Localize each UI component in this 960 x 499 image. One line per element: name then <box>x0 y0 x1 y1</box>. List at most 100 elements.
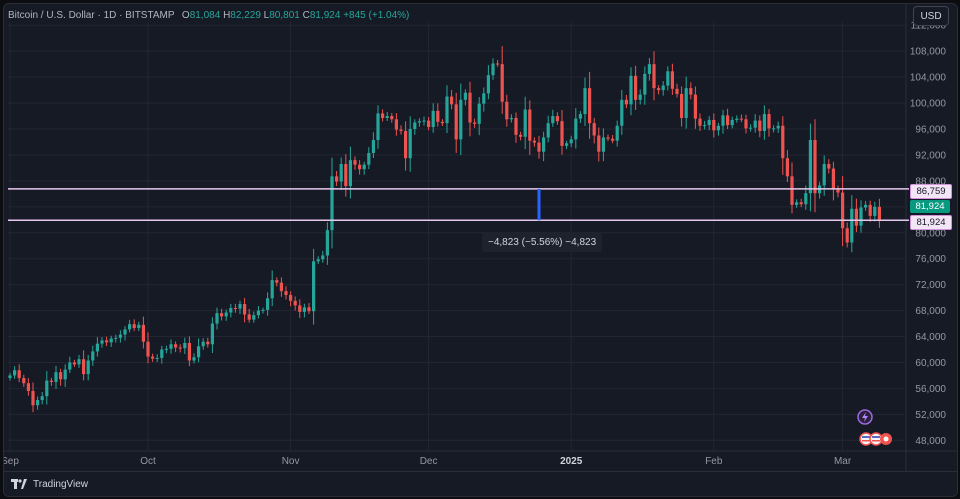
candle-body <box>555 116 559 122</box>
candle-body <box>551 116 555 124</box>
candle-body <box>822 164 826 186</box>
candle-body <box>114 337 118 339</box>
candle-body <box>390 116 394 120</box>
change-value: +845 (+1.04%) <box>343 10 410 21</box>
candle-body <box>459 99 463 140</box>
candle-body <box>247 314 251 320</box>
y-tick-label: 80,000 <box>915 228 946 239</box>
y-tick-label: 96,000 <box>915 125 946 136</box>
currency-button[interactable]: USD <box>913 6 949 26</box>
candle-body <box>151 356 155 359</box>
candle-body <box>597 135 601 152</box>
candle-body <box>473 122 477 124</box>
candle-body <box>358 164 362 170</box>
close-label: C <box>302 10 310 21</box>
candle-body <box>325 230 329 256</box>
event-icons[interactable] <box>856 408 896 455</box>
candle-body <box>243 304 247 315</box>
symbol-legend: Bitcoin / U.S. Dollar · 1D · BITSTAMP O 8… <box>8 10 409 21</box>
candle-body <box>624 99 628 105</box>
candle-body <box>491 63 495 76</box>
candle-body <box>721 115 725 126</box>
candle-body <box>666 71 670 86</box>
candle-body <box>362 164 366 170</box>
candle-body <box>408 129 412 159</box>
candle-body <box>859 207 863 226</box>
candle-body <box>256 310 260 316</box>
candle-body <box>201 341 205 347</box>
candle-body <box>684 88 688 118</box>
lightning-icon[interactable] <box>857 409 873 425</box>
candle-body <box>592 123 596 136</box>
measure-label: −4,823 (−5.56%) −4,823 <box>482 233 603 252</box>
candle-body <box>758 120 762 131</box>
candle-body <box>776 125 780 129</box>
candle-body <box>86 360 90 375</box>
candle-body <box>183 343 187 349</box>
last-price-tag: 81,924 <box>910 200 950 213</box>
price-chart[interactable]: 48,000 52,000 56,000 60,000 64,000 68,000 72,0… <box>4 4 957 472</box>
candle-body <box>569 139 573 144</box>
candle-body <box>500 64 504 102</box>
candle-body <box>335 176 339 182</box>
candle-body <box>753 120 757 128</box>
candle-body <box>431 110 435 128</box>
candle-body <box>790 176 794 205</box>
candle-body <box>505 101 509 120</box>
candle-body <box>330 176 334 231</box>
candle-body <box>399 129 403 131</box>
candle-body <box>72 362 76 365</box>
candle-body <box>868 204 872 216</box>
x-tick-label: Dec <box>420 456 438 467</box>
candle-body <box>450 96 454 105</box>
candle-body <box>850 208 854 243</box>
candle-body <box>638 94 642 100</box>
candle-body <box>675 88 679 94</box>
candle-body <box>95 343 99 352</box>
candle-body <box>611 138 615 141</box>
candle-body <box>312 261 316 312</box>
y-tick-label: 88,000 <box>915 176 946 187</box>
candle-body <box>827 164 831 169</box>
low-label: L <box>263 10 270 21</box>
brand-name[interactable]: TradingView <box>33 478 89 490</box>
candle-body <box>348 160 352 187</box>
candle-body <box>293 300 297 306</box>
candle-body <box>781 125 785 159</box>
candle-body <box>261 309 265 311</box>
candle-body <box>270 280 274 299</box>
candle-body <box>574 118 578 140</box>
candle-body <box>233 307 237 309</box>
candle-body <box>703 125 707 127</box>
candle-body <box>537 142 541 152</box>
candle-body <box>404 130 408 159</box>
symbol-title[interactable]: Bitcoin / U.S. Dollar · 1D · BITSTAMP <box>8 10 175 21</box>
candle-body <box>220 313 224 317</box>
candle-body <box>118 334 122 338</box>
candle-body <box>13 370 17 376</box>
candle-body <box>873 206 877 216</box>
candle-body <box>542 137 546 152</box>
candle-body <box>565 143 569 146</box>
candle-body <box>477 103 481 124</box>
candle-body <box>164 348 168 350</box>
candle-body <box>615 125 619 141</box>
candle-body <box>445 96 449 124</box>
x-tick-label: 2025 <box>560 456 583 467</box>
measure-bar[interactable] <box>537 188 541 221</box>
event-count-icon[interactable] <box>880 433 892 445</box>
candle-body <box>689 88 693 95</box>
footer-bar: TradingView <box>4 471 957 496</box>
flag-us-icon[interactable] <box>859 432 873 446</box>
y-tick-label: 64,000 <box>915 332 946 343</box>
candle-body <box>17 370 21 379</box>
low-value: 80,801 <box>269 10 300 21</box>
candle-body <box>454 104 458 140</box>
tradingview-logo-icon[interactable] <box>11 479 27 489</box>
candle-body <box>367 152 371 165</box>
candle-body <box>578 114 582 119</box>
open-label: O <box>181 10 190 21</box>
candle-body <box>289 295 293 301</box>
candle-body <box>785 158 789 177</box>
candle-body <box>22 378 26 384</box>
